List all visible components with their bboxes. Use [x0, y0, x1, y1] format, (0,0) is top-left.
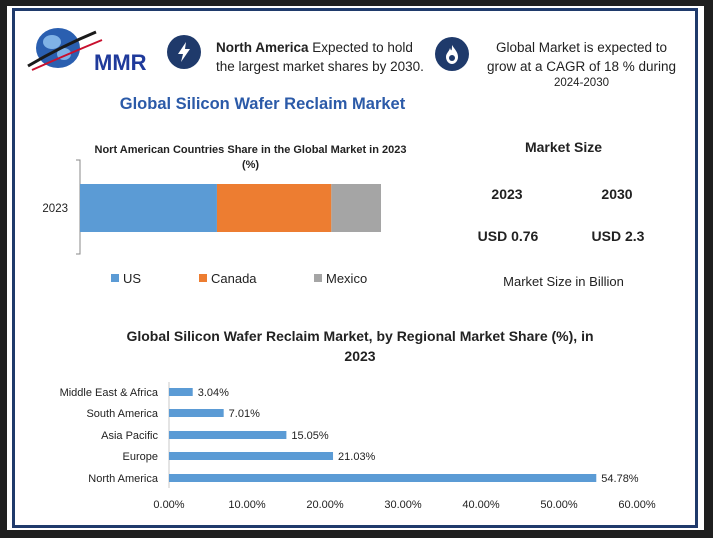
market-size-unit: Market Size in Billion: [503, 274, 624, 289]
x-tick-label: 20.00%: [306, 499, 344, 511]
highlight-text: Expected to hold the largest market shar…: [216, 40, 424, 74]
x-tick-label: 10.00%: [228, 499, 266, 511]
market-size-value-2030: USD 2.3: [591, 228, 645, 244]
category-label: South America: [86, 408, 158, 420]
x-tick-label: 30.00%: [384, 499, 422, 511]
category-label: North America: [88, 473, 159, 485]
highlight-north-america: North America Expected to hold the large…: [216, 38, 431, 76]
stacked-chart-title: Nort American Countries Share in the Glo…: [94, 144, 407, 171]
market-size-title: Market Size: [524, 139, 603, 155]
market-size-year-2030: 2030: [601, 186, 633, 202]
market-size-value-2023: USD 0.76: [477, 228, 539, 244]
legend-swatch-canada: [199, 274, 207, 282]
stacked-segment-us: [80, 184, 217, 232]
highlight-cagr-period: 2024-2030: [554, 77, 609, 89]
market-size-year-2023: 2023: [491, 186, 523, 202]
data-label: 54.78%: [601, 473, 639, 485]
data-label: 3.04%: [198, 387, 229, 399]
stacked-segment-canada: [216, 184, 332, 232]
bar-middle-east-africa: [169, 388, 193, 396]
mmr-logo: MMR: [22, 22, 152, 80]
category-label: Asia Pacific: [101, 430, 158, 442]
stacked-axis: [76, 159, 81, 255]
infographic-panel: [7, 6, 704, 530]
highlight-bold: North America: [216, 40, 309, 55]
highlight-cagr: Global Market is expected to grow at a C…: [484, 38, 679, 90]
data-label: 15.05%: [291, 430, 329, 442]
bar-south-america: [169, 409, 224, 417]
stacked-chart: 2023 US Canada Mexico: [42, 159, 381, 286]
highlight-cagr-text: Global Market is expected to grow at a C…: [486, 40, 677, 74]
legend-label-us: US: [123, 271, 141, 286]
x-tick-label: 0.00%: [153, 499, 184, 511]
x-tick-label: 40.00%: [462, 499, 500, 511]
data-label: 21.03%: [338, 451, 376, 463]
legend-label-mexico: Mexico: [326, 271, 367, 286]
bar-north-america: [169, 474, 597, 482]
data-label: 7.01%: [229, 408, 260, 420]
legend-label-canada: Canada: [211, 271, 257, 286]
legend-swatch-us: [111, 274, 119, 282]
x-tick-label: 60.00%: [618, 499, 656, 511]
regional-chart-title: Global Silicon Wafer Reclaim Market, by …: [126, 328, 594, 364]
bar-europe: [169, 452, 334, 460]
logo-text: MMR: [94, 50, 147, 75]
x-tick-label: 50.00%: [540, 499, 578, 511]
bar-asia-pacific: [169, 431, 287, 439]
legend-swatch-mexico: [314, 274, 322, 282]
regional-bar-chart: North America 54.78% Europe 21.03% Asia Paci…: [60, 382, 656, 511]
category-label: Europe: [123, 451, 158, 463]
category-label: Middle East & Africa: [60, 387, 159, 399]
lightning-icon: [167, 35, 201, 69]
stacked-category-label: 2023: [42, 203, 68, 215]
stacked-segment-mexico: [331, 184, 381, 232]
main-title: Global Silicon Wafer Reclaim Market: [119, 95, 406, 113]
flame-icon: [435, 37, 469, 71]
